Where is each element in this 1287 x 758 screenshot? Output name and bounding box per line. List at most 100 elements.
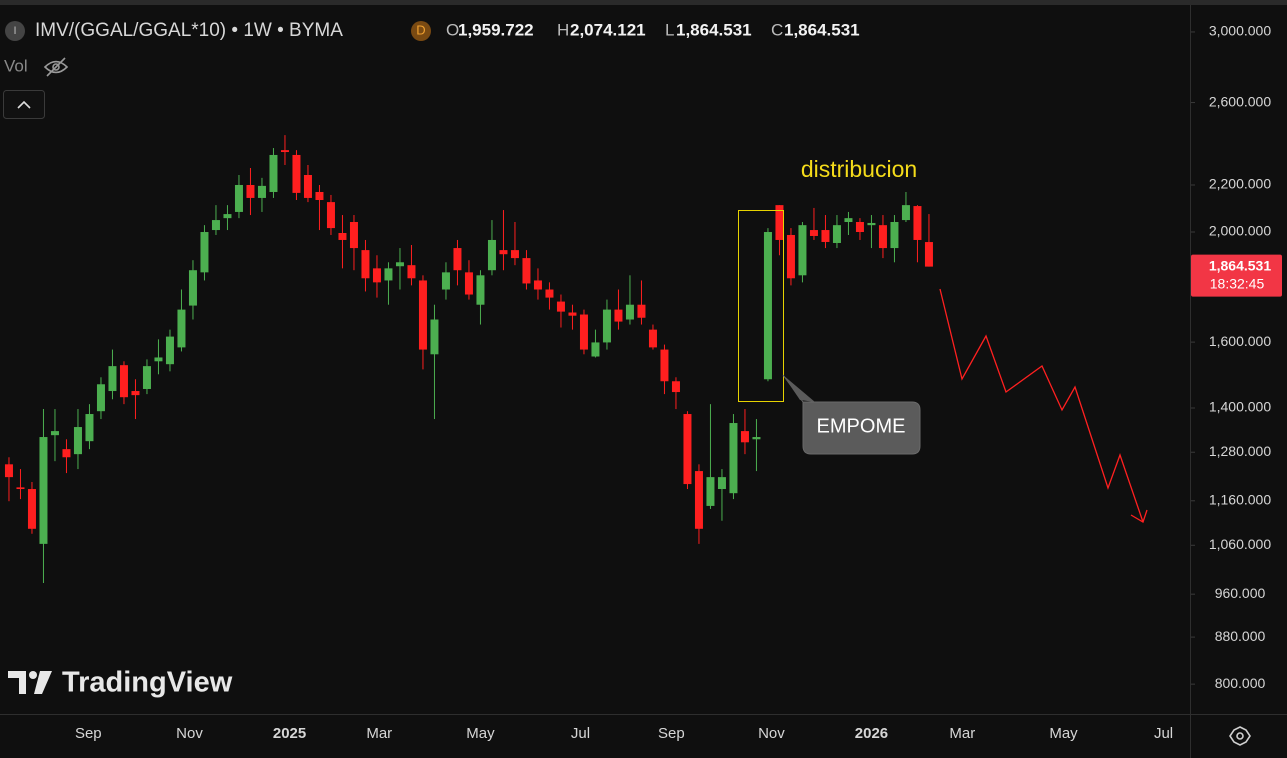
countdown-label: 18:32:45 — [1210, 275, 1265, 291]
candle-body — [395, 262, 404, 267]
candle — [706, 404, 715, 509]
candle — [108, 349, 117, 400]
candle-body — [740, 431, 749, 443]
candle — [246, 168, 255, 216]
candle — [763, 228, 772, 382]
candle — [729, 414, 738, 500]
y-tick-label: 880.000 — [1215, 628, 1266, 644]
candle-body — [441, 272, 450, 290]
candle-body — [809, 230, 818, 236]
candle — [269, 148, 278, 198]
candle-body — [418, 280, 427, 350]
x-tick-label: Nov — [758, 725, 785, 742]
candle — [832, 215, 841, 249]
candle-body — [556, 301, 565, 312]
candle — [384, 262, 393, 305]
candle-body — [614, 309, 623, 322]
candle — [453, 239, 462, 286]
candle-body — [671, 381, 680, 393]
candle — [499, 210, 508, 271]
candle — [614, 289, 623, 330]
projection-arrowhead — [1130, 509, 1148, 523]
candle-body — [154, 357, 163, 362]
candle — [27, 482, 36, 534]
collapse-button[interactable] — [3, 90, 45, 119]
ohlc-key: O — [446, 20, 459, 39]
candle-body — [165, 336, 174, 365]
candle — [924, 214, 933, 267]
badge-letter: D — [416, 22, 425, 37]
candle-body — [246, 184, 255, 198]
candle — [717, 469, 726, 521]
candle — [901, 191, 910, 223]
volume-label: Vol — [4, 56, 28, 75]
candle-body — [315, 191, 324, 201]
ohlc-value: 1,864.531 — [784, 20, 860, 39]
x-tick-label: May — [466, 725, 495, 742]
candle-body — [890, 222, 899, 249]
x-tick-label: Sep — [75, 725, 102, 742]
symbol-title[interactable]: IMV/(GGAL/GGAL*10) • 1W • BYMA — [35, 20, 343, 41]
candle — [16, 469, 25, 500]
y-tick-label: 2,000.000 — [1209, 223, 1271, 239]
candle — [671, 377, 680, 410]
candle-body — [280, 150, 289, 153]
callout-text: EMPOME — [817, 415, 906, 437]
candle — [315, 184, 324, 231]
collapse-icon — [17, 100, 31, 109]
candle — [96, 377, 105, 420]
candle-body — [752, 437, 761, 440]
candle — [395, 248, 404, 290]
candle-body — [200, 232, 209, 273]
candle — [591, 329, 600, 358]
candle-body — [579, 314, 588, 350]
candle — [556, 294, 565, 328]
candle — [131, 379, 140, 420]
candle — [349, 215, 358, 271]
candle-body — [786, 234, 795, 279]
candle — [177, 289, 186, 352]
candle-body — [361, 250, 370, 279]
candle-body — [683, 414, 692, 485]
candle — [775, 205, 784, 256]
candle-body — [533, 280, 542, 290]
candle-body — [717, 477, 726, 490]
annotation-text: distribucion — [801, 156, 917, 182]
candle — [62, 439, 71, 474]
candle — [257, 177, 266, 212]
candle — [625, 275, 634, 325]
candle-body — [39, 437, 48, 544]
y-tick-label: 2,600.000 — [1209, 93, 1271, 109]
settings-icon[interactable] — [1229, 726, 1251, 746]
symbol-icon-letter: I — [13, 25, 16, 37]
x-tick-label: 2025 — [273, 725, 306, 742]
candle — [648, 324, 657, 350]
candle — [165, 329, 174, 372]
hide-icon[interactable] — [43, 57, 69, 77]
candle-body — [16, 487, 25, 490]
x-tick-label: Mar — [949, 725, 975, 742]
watermark: TradingView — [62, 667, 233, 699]
candle — [280, 135, 289, 165]
candle — [4, 457, 13, 502]
candle — [694, 464, 703, 544]
candle — [637, 280, 646, 325]
candle-body — [522, 258, 531, 284]
candle-body — [384, 268, 393, 281]
symbol-icon[interactable] — [5, 21, 25, 41]
candle — [223, 205, 232, 231]
candle — [476, 270, 485, 325]
candle-body — [430, 319, 439, 355]
candle-body — [453, 248, 462, 271]
candle-body — [234, 184, 243, 212]
candle-body — [602, 309, 611, 343]
highlight-box — [738, 210, 784, 402]
candle — [579, 309, 588, 355]
candle — [361, 239, 370, 292]
x-tick-label: Jul — [1154, 725, 1173, 742]
candle-body — [50, 431, 59, 436]
candle — [487, 220, 496, 276]
candle — [464, 260, 473, 300]
candle-body — [775, 205, 784, 240]
